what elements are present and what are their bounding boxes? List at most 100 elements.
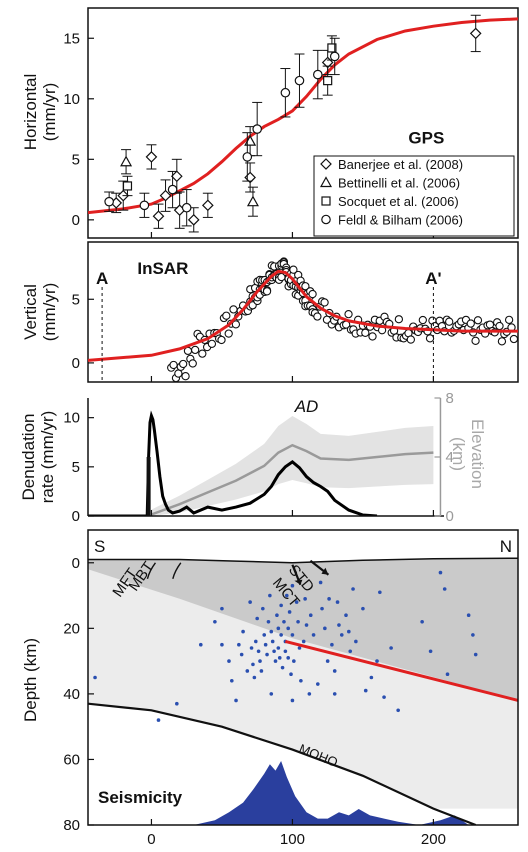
denudation-ylabel: Denudationrate (mm/yr) [19,411,57,504]
gps-point-circle [294,75,305,86]
earthquake-event [320,606,324,611]
denudation-annotation: AD [294,397,319,416]
insar-point [181,372,190,381]
insar-point [262,287,272,296]
insar-point [394,315,404,324]
denudation-rate-line [88,410,378,516]
earthquake-event [256,649,261,654]
earthquake-event [347,629,351,634]
earthquake-event [156,718,161,722]
gps-point-circle [242,152,253,162]
decollement-fault-line [285,639,519,702]
insar-point [217,335,226,345]
earthquake-event [304,623,309,627]
earthquake-event [344,613,348,618]
insar-point [174,369,183,378]
denudation-ylabel-line: rate (mm/yr) [38,411,57,504]
earthquake-event [330,642,334,647]
gps-point-diamond [159,189,172,202]
gps-point-triangle [120,155,133,167]
insar-model-curve [88,269,518,362]
insar-point [418,315,427,325]
gps-point-circle [252,124,262,134]
insar-annotation: InSAR [137,259,188,278]
gps-legend-marker-triangle [319,176,333,188]
earthquake-event [275,613,279,618]
earthquake-event [239,652,244,657]
earthquake-event [354,639,358,644]
insar-frame [87,241,519,383]
insar-point [190,345,200,355]
depth-ytick-label: 20 [63,620,80,637]
gps-legend-marker-square [321,196,331,206]
gps-legend-marker-diamond [320,158,332,170]
earthquake-event [269,692,274,696]
earthquake-event [307,692,312,696]
earthquake-event [276,626,281,631]
earthquake-event [259,669,264,673]
earthquake-event [332,692,337,696]
earthquake-event [316,682,320,686]
distance-xtick-label: 100 [280,831,305,848]
thrust-fault-trace [172,562,182,579]
moho-line [88,702,477,825]
earthquake-event [272,649,276,654]
seismicity-histogram [193,761,469,825]
earthquake-event [445,672,450,677]
denudation-ylabel-line: Denudation [19,414,38,501]
earthquake-event [287,610,292,614]
earthquake-event [296,619,300,624]
earthquake-event [303,597,307,601]
earthquake-event [268,593,272,598]
insar-point [471,336,480,345]
insar-point [313,312,322,321]
earthquake-event [301,639,306,644]
depth-ylabel: Depth (km) [21,638,40,722]
earthquake-event [327,597,331,601]
gps-ytick-label: 10 [63,91,80,108]
insar-point [289,265,298,274]
insar-point [495,321,504,331]
earthquake-event [279,633,283,637]
elevation-range-band [151,416,434,516]
insar-point [308,289,317,299]
insar-point [229,305,238,314]
earthquake-event [286,656,290,660]
earthquake-event [262,633,267,637]
earthquake-event [255,616,259,621]
earthquake-event [266,619,271,624]
earthquake-event [308,613,313,618]
earthquake-event [276,646,281,650]
insar-point [222,311,231,320]
earthquake-event [270,639,275,644]
earthquake-event [428,649,433,654]
elevation-mean-line [150,443,434,516]
north-label: N [500,537,512,556]
insar-point [179,359,188,369]
gps-legend-label: Banerjee et al. (2008) [338,157,463,172]
earthquake-event [253,639,258,644]
earthquake-event [325,659,330,663]
insar-point [406,335,416,344]
gps-point-diamond [201,199,214,212]
gps-legend-label: Feldl & Bilham (2006) [338,213,463,228]
earthquake-event [251,662,255,667]
gps-point-diamond [152,210,165,223]
insar-ylabel: Vertical(mm/yr) [21,283,59,342]
gps-point-diamond [187,213,200,226]
earthquake-event [332,669,337,673]
distance-xtick-label: 0 [147,831,155,848]
earthquake-event [230,678,234,683]
earthquake-event [339,633,344,637]
earthquake-event [382,695,386,699]
elevation-ylabel: Elevation(km) [449,419,487,489]
earthquake-event [279,603,283,608]
gps-point-diamond [145,151,158,163]
earthquake-event [280,665,285,670]
insar-ytick-label: 5 [72,291,80,308]
earthquake-event [258,659,262,663]
gps-point-circle [280,87,291,98]
earthquake-event [294,600,299,604]
topography-line [88,557,519,564]
gps-legend-label: Socquet et al. (2006) [338,194,459,209]
